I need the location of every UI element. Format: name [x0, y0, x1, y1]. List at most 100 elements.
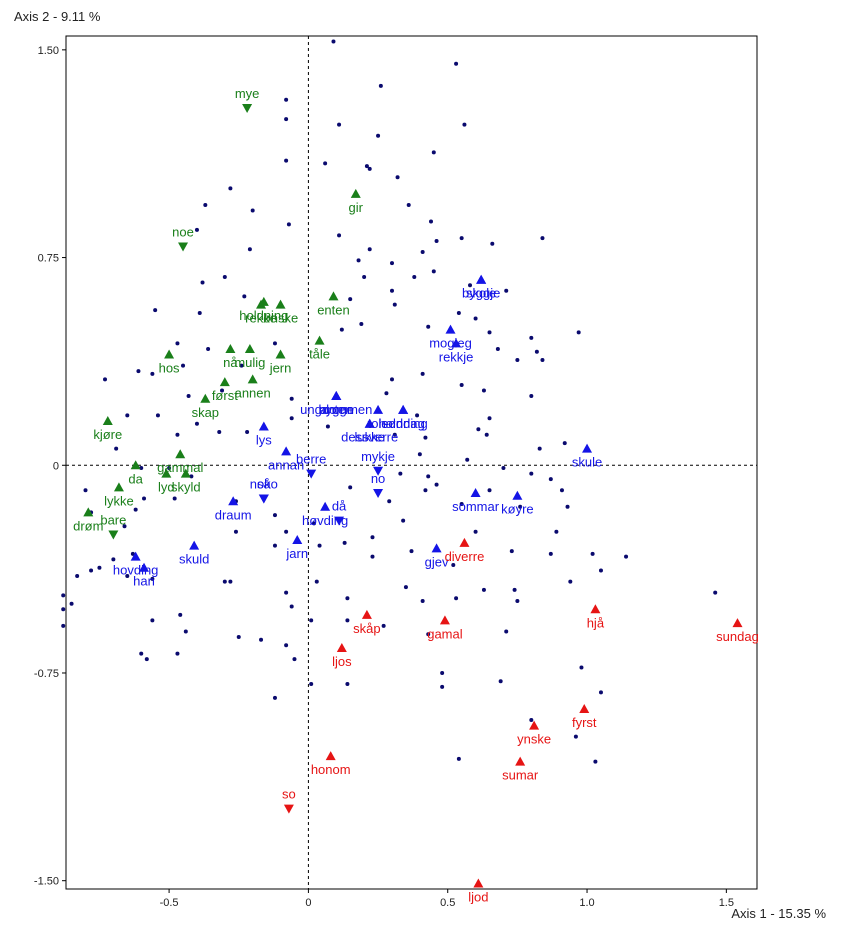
data-point [153, 308, 158, 313]
label-gammal: gammal [157, 460, 203, 475]
label-da: da [128, 471, 143, 486]
data-point [175, 651, 180, 656]
label-jern: jern [269, 360, 292, 375]
data-point [392, 302, 397, 307]
data-point [217, 430, 222, 435]
data-point [228, 579, 233, 584]
label-enten: enten [317, 302, 350, 317]
data-point [286, 222, 291, 227]
data-point [236, 634, 241, 639]
data-point [481, 587, 486, 592]
data-point [534, 349, 539, 354]
data-point [487, 330, 492, 335]
data-point [272, 695, 277, 700]
label-gjev: gjev [425, 554, 449, 569]
marker-lyd [161, 468, 172, 478]
data-point [75, 574, 80, 579]
data-point [473, 529, 478, 534]
data-point [495, 346, 500, 351]
data-point [420, 250, 425, 255]
x-axis-title: Axis 1 - 15.35 % [731, 906, 826, 921]
label-ønske: ønske [263, 311, 298, 326]
data-point [342, 540, 347, 545]
data-point [420, 598, 425, 603]
data-point [272, 341, 277, 346]
data-point [529, 471, 534, 476]
marker-byggje [476, 274, 487, 284]
label-hjå: hjå [587, 615, 605, 630]
data-point [459, 382, 464, 387]
label-ungdommen: ungdommen [300, 402, 372, 417]
data-point [242, 294, 247, 299]
label-sundag: sundag [716, 629, 759, 644]
data-point [69, 601, 74, 606]
data-point [317, 543, 322, 548]
marker-sumar [515, 756, 526, 766]
label-så: så [257, 477, 272, 492]
data-point [339, 327, 344, 332]
label-kjøre: kjøre [93, 427, 122, 442]
marker-hovding [130, 551, 141, 561]
data-point [175, 432, 180, 437]
unlabeled-points [61, 39, 718, 764]
data-point [222, 579, 227, 584]
data-point [206, 346, 211, 351]
marker-annan [281, 446, 292, 456]
data-point [186, 394, 191, 399]
data-point [183, 629, 188, 634]
label-mye: mye [235, 86, 260, 101]
label-mykje: mykje [361, 449, 395, 464]
data-point [389, 261, 394, 266]
data-point [515, 598, 520, 603]
y-tick-label: -1.50 [34, 876, 59, 888]
data-point [272, 513, 277, 518]
data-point [562, 441, 567, 446]
data-point [440, 684, 445, 689]
label-mogleg: mogleg [429, 336, 472, 351]
data-point [423, 488, 428, 493]
label-han: han [133, 574, 155, 589]
data-point [529, 335, 534, 340]
labeled-markers [83, 104, 743, 888]
data-point [284, 529, 289, 534]
marker-først [219, 377, 230, 387]
label-noko: noko [250, 477, 278, 492]
label-bygge: bygge [319, 402, 354, 417]
marker-så [258, 494, 269, 504]
data-point [133, 507, 138, 512]
data-point [529, 394, 534, 399]
data-point [114, 446, 119, 451]
label-noe: noe [172, 224, 194, 239]
label-høvding: høvding [302, 513, 348, 528]
data-point [417, 452, 422, 457]
data-point [233, 529, 238, 534]
label-jarn: jarn [285, 546, 308, 561]
label-skåp: skåp [353, 621, 380, 636]
data-point [155, 413, 160, 418]
label-honom: honom [311, 762, 351, 777]
x-tick-label: 1.5 [719, 897, 734, 909]
marker-enten [328, 291, 339, 301]
marker-fyrst [579, 703, 590, 713]
data-point [284, 97, 289, 102]
marker-skåp [361, 609, 372, 619]
label-lyd: lyd [158, 480, 175, 495]
data-point [498, 679, 503, 684]
label-gamal: gamal [427, 626, 463, 641]
marker-jarn [292, 535, 303, 545]
data-point [314, 579, 319, 584]
label-fyrst: fyrst [572, 715, 597, 730]
label-anten: anten [320, 402, 353, 417]
data-point [331, 39, 336, 44]
data-point [89, 568, 94, 573]
data-point [150, 371, 155, 376]
label-tole: tole [368, 416, 389, 431]
label-haldning: haldning [379, 416, 428, 431]
marker-drøm [83, 507, 94, 517]
data-point [456, 756, 461, 761]
data-point [292, 657, 297, 662]
label-skap: skap [192, 405, 219, 420]
marker-mogleg [445, 324, 456, 334]
